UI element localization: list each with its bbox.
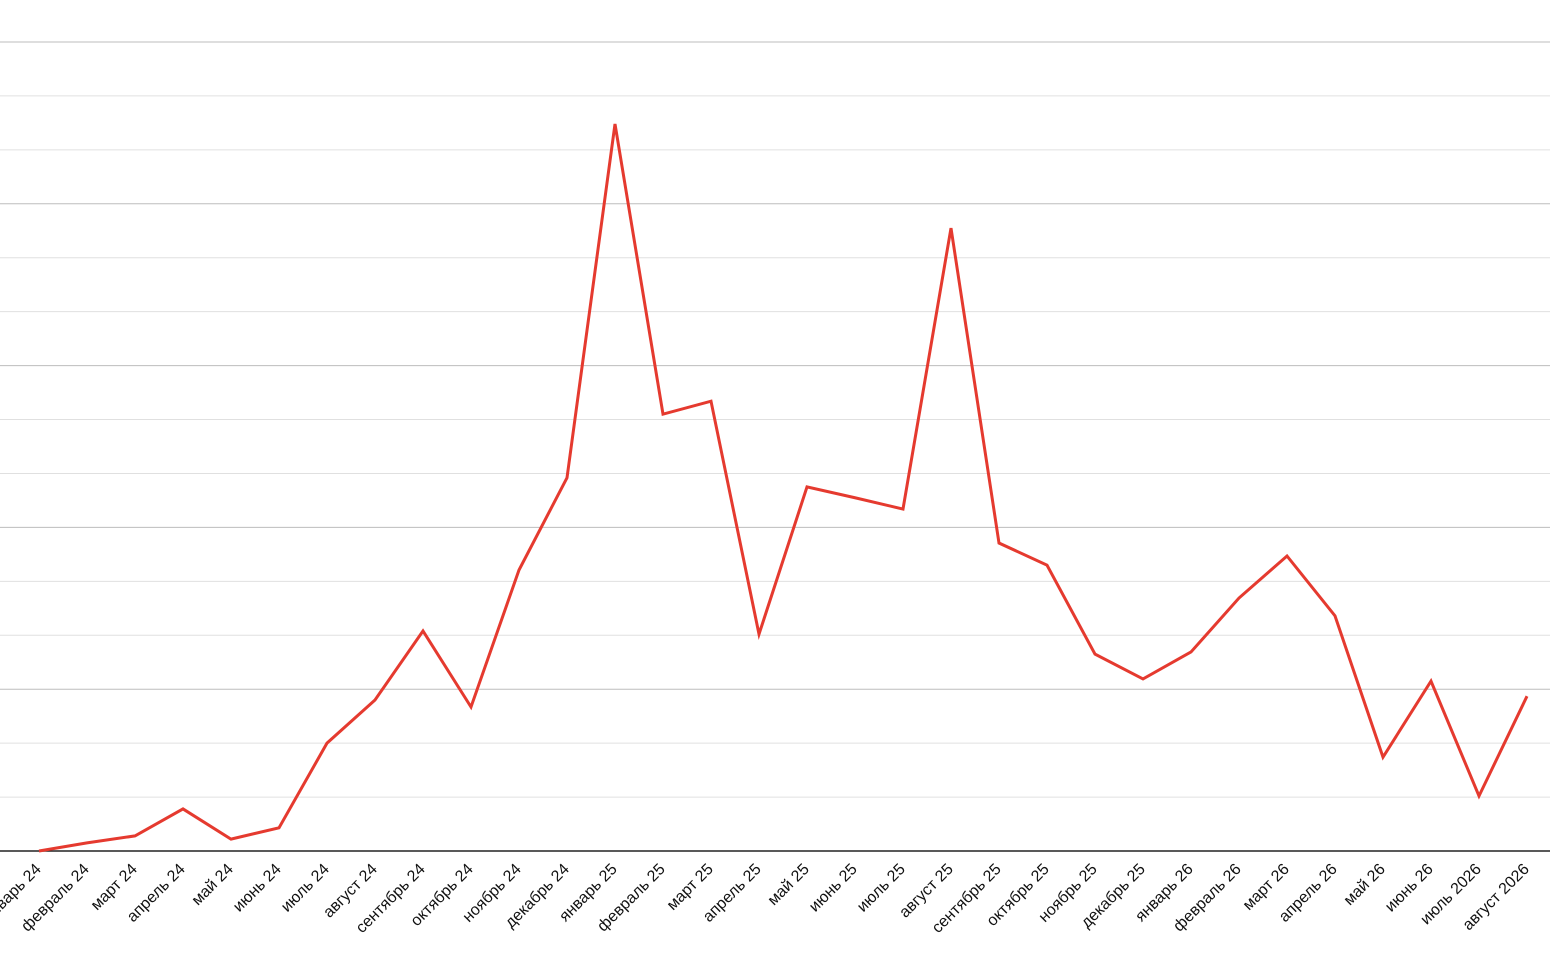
x-tick-label: май 24 bbox=[189, 861, 237, 909]
x-tick-label: июнь 24 bbox=[230, 861, 285, 916]
line bbox=[38, 123, 1529, 853]
x-tick-label: июнь 25 bbox=[806, 861, 861, 916]
x-tick-label: май 25 bbox=[765, 861, 813, 909]
x-tick-label: май 26 bbox=[1341, 861, 1389, 909]
